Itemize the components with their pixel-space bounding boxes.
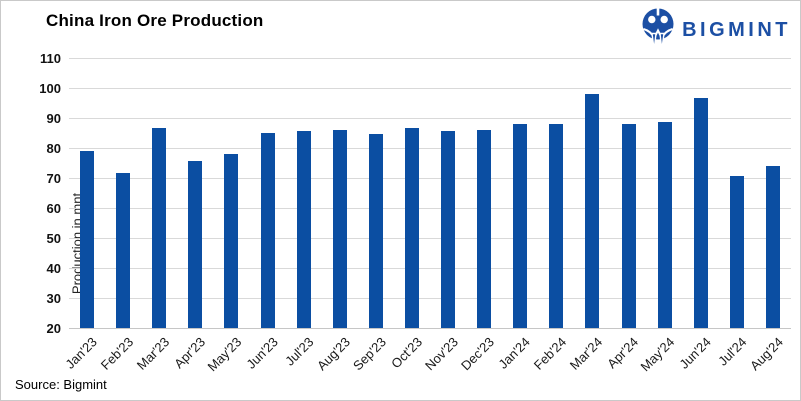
y-tick-label: 100	[39, 81, 61, 96]
y-tick-label: 60	[46, 201, 61, 216]
y-tick-label: 90	[46, 111, 61, 126]
x-tick-label: Jul'24	[715, 334, 750, 369]
bar-apr-24	[621, 124, 636, 328]
bar-dec-23	[477, 130, 492, 328]
bigmint-mammoth-icon	[641, 8, 675, 52]
x-tick-label: Apr'23	[171, 334, 209, 372]
bar-feb-24	[549, 124, 564, 328]
y-tick-label: 70	[46, 171, 61, 186]
x-tick-label: Nov'23	[422, 334, 461, 374]
y-tick-label: 80	[46, 141, 61, 156]
bar-aug-24	[765, 166, 780, 328]
x-tick-label: Jan'23	[62, 334, 100, 372]
gridline	[69, 298, 791, 299]
y-tick-label: 40	[46, 261, 61, 276]
bar-oct-23	[404, 128, 419, 328]
bar-jan-23	[80, 151, 95, 328]
x-tick-label: Aug'23	[313, 334, 353, 374]
bigmint-logo: BIGMINT	[641, 8, 791, 52]
bar-jun-24	[693, 98, 708, 328]
x-tick-label: Jun'23	[243, 334, 281, 372]
x-tick-label: Aug'24	[746, 334, 786, 374]
bar-apr-23	[188, 161, 203, 328]
bar-may-23	[224, 154, 239, 328]
gridline	[69, 178, 791, 179]
gridline	[69, 88, 791, 89]
y-tick-label: 30	[46, 291, 61, 306]
gridline	[69, 58, 791, 59]
x-tick-label: Sep'23	[349, 334, 389, 374]
x-tick-label: Mar'23	[133, 334, 173, 373]
bar-sep-23	[368, 134, 383, 328]
x-tick-label: Dec'23	[458, 334, 498, 374]
gridline	[69, 238, 791, 239]
bar-aug-23	[332, 130, 347, 328]
bar-jul-23	[296, 131, 311, 328]
x-tick-label: Jul'23	[282, 334, 317, 369]
plot-area: Production in mnt 110 100 90 80 70 60 50 40 30 20…	[39, 51, 791, 374]
y-tick-label: 20	[46, 321, 61, 336]
x-tick-label: Feb'23	[97, 334, 137, 373]
bar-jun-23	[260, 133, 275, 328]
gridline	[69, 208, 791, 209]
x-tick-label: Mar'24	[566, 334, 606, 373]
gridline	[69, 268, 791, 269]
page-title: China Iron Ore Production	[46, 11, 264, 30]
bar-mar-24	[585, 94, 600, 328]
bar-mar-23	[152, 128, 167, 328]
x-tick-label: Jan'24	[495, 334, 534, 372]
bar-jul-24	[729, 176, 744, 328]
gridline	[69, 328, 791, 329]
x-tick-label: May'24	[637, 334, 678, 375]
bar-nov-23	[441, 131, 456, 328]
x-tick-label: Jun'24	[676, 334, 714, 372]
gridline	[69, 148, 791, 149]
x-tick-label: May'23	[204, 334, 245, 375]
bar-jan-24	[513, 124, 528, 328]
gridline	[69, 118, 791, 119]
x-tick-label: Feb'24	[530, 334, 570, 373]
x-tick-label: Apr'24	[604, 334, 642, 372]
bar-may-24	[657, 122, 672, 328]
source-note: Source: Bigmint	[15, 377, 107, 392]
x-tick-label: Oct'23	[387, 334, 425, 372]
logo-wordmark: BIGMINT	[682, 18, 791, 41]
y-tick-label: 110	[40, 51, 61, 66]
bar-feb-23	[116, 173, 131, 328]
y-tick-label: 50	[46, 231, 61, 246]
